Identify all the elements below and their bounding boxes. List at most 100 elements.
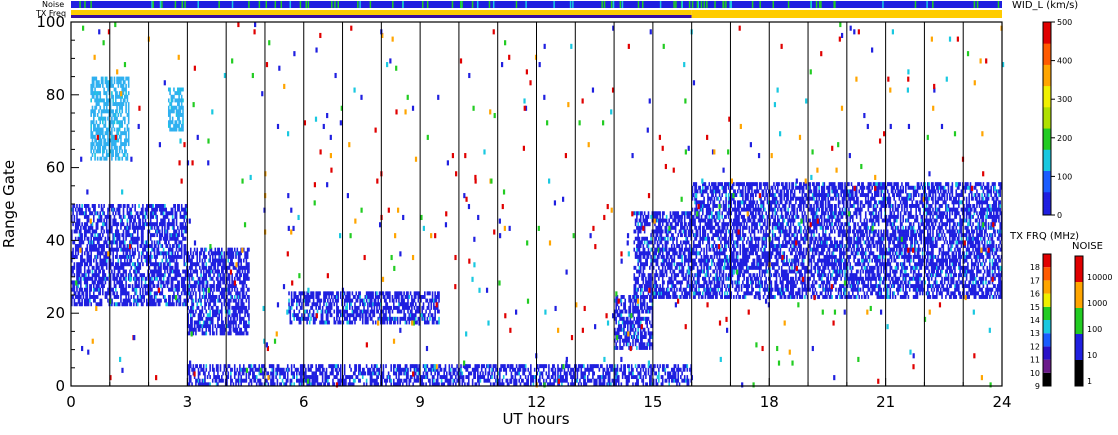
echo-cell	[562, 375, 564, 380]
echo-cell	[171, 302, 174, 307]
echo-cell	[211, 258, 214, 263]
echo-cell	[272, 367, 275, 372]
echo-cell	[130, 211, 133, 216]
echo-cell	[518, 378, 520, 383]
echo-cell	[602, 378, 605, 383]
echo-cell	[420, 375, 422, 380]
echo-cell	[408, 295, 411, 299]
echo-cell	[165, 265, 167, 270]
echo-cell	[122, 229, 125, 234]
echo-cell	[288, 367, 290, 372]
echo-cell	[156, 251, 158, 256]
echo-cell	[230, 251, 232, 256]
echo-cell	[539, 382, 541, 387]
echo-cell	[425, 371, 427, 376]
echo-cell	[100, 236, 103, 241]
echo-cell	[383, 316, 386, 321]
echo-cell	[685, 364, 687, 369]
echo-cell	[160, 291, 162, 296]
echo-cell	[118, 120, 121, 125]
echo-cell	[416, 305, 418, 310]
echo-cell	[71, 295, 73, 299]
txfreq-strip	[71, 10, 1002, 18]
echo-cell	[99, 116, 102, 121]
echo-cell	[204, 247, 206, 252]
echo-cell	[632, 302, 634, 307]
echo-cell	[89, 229, 91, 234]
echo-cell	[589, 364, 592, 369]
noise-strip-mark	[997, 1, 1000, 8]
echo-cell	[166, 222, 169, 227]
echo-cell	[167, 109, 170, 114]
echo-cell	[129, 302, 131, 307]
echo-cell	[121, 254, 124, 259]
echo-cell	[192, 251, 195, 256]
echo-cell	[227, 313, 230, 318]
echo-cell	[125, 295, 127, 299]
echo-cell	[579, 364, 581, 369]
echo-cell	[290, 367, 293, 372]
echo-cell	[237, 378, 240, 383]
echo-cell	[180, 254, 183, 259]
echo-cell	[438, 320, 440, 325]
echo-cell	[118, 207, 121, 212]
echo-cell	[319, 382, 321, 387]
echo-cell	[248, 276, 250, 281]
echo-cell	[403, 302, 405, 307]
echo-cell	[510, 375, 513, 380]
echo-cell	[114, 211, 117, 216]
echo-cell	[645, 375, 647, 380]
echo-cell	[400, 298, 403, 303]
echo-cell	[325, 291, 328, 296]
echo-cell	[409, 291, 412, 296]
echo-cell	[314, 375, 316, 380]
echo-cell	[90, 240, 92, 245]
echo-cell	[135, 280, 138, 285]
echo-cell	[325, 302, 328, 307]
echo-cell	[448, 378, 451, 383]
echo-cell	[217, 324, 219, 329]
echo-cell	[678, 367, 681, 372]
echo-cell	[241, 302, 244, 307]
echo-cell	[634, 320, 637, 325]
noise-strip-mark	[688, 1, 691, 8]
echo-cell	[434, 316, 436, 321]
echo-cell	[337, 320, 339, 325]
echo-cell	[241, 331, 244, 336]
echo-cell	[127, 247, 130, 252]
echo-cell	[162, 207, 165, 212]
echo-cell	[531, 378, 533, 383]
echo-cell	[230, 324, 232, 329]
echo-cell	[374, 320, 377, 325]
echo-cell	[242, 287, 245, 292]
echo-cell	[315, 378, 317, 383]
echo-cell	[226, 295, 228, 299]
echo-cell	[447, 382, 449, 387]
echo-cell	[650, 367, 652, 372]
echo-cell	[220, 258, 223, 263]
echo-cell	[145, 204, 148, 208]
echo-cell	[92, 284, 95, 289]
echo-cell	[164, 295, 166, 299]
echo-cell	[73, 218, 76, 223]
echo-cell	[156, 273, 158, 278]
echo-cell	[90, 258, 92, 263]
echo-cell	[116, 105, 118, 110]
echo-cell	[74, 251, 77, 256]
echo-cell	[248, 287, 250, 292]
echo-cell	[347, 298, 350, 303]
echo-cell	[661, 364, 664, 369]
echo-cell	[91, 265, 94, 270]
echo-cell	[236, 295, 239, 299]
echo-cell	[361, 316, 364, 321]
echo-cell	[426, 316, 429, 321]
echo-cell	[164, 236, 166, 241]
echo-cell	[620, 298, 623, 303]
echo-cell	[187, 269, 189, 274]
echo-cell	[350, 367, 352, 372]
echo-cell	[593, 371, 595, 376]
echo-cell	[486, 378, 488, 383]
echo-cell	[572, 367, 575, 372]
echo-cell	[382, 309, 385, 314]
echo-cell	[624, 309, 627, 314]
